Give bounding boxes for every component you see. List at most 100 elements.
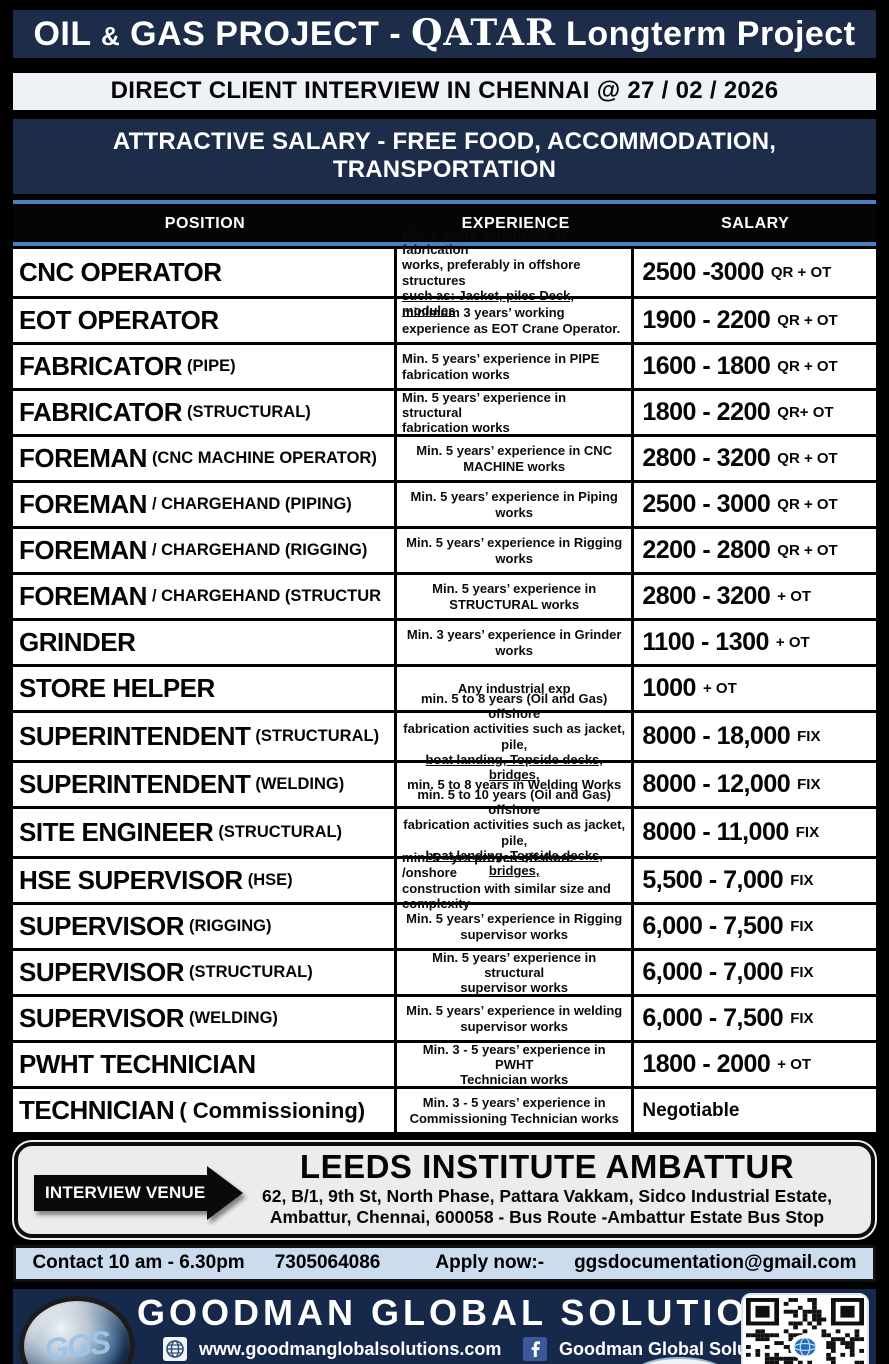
- salary-unit: FIX: [790, 872, 814, 890]
- footer-link[interactable]: www.goodmanglobalsolutions.com: [163, 1337, 523, 1362]
- experience-text: works, preferably in offshore structures: [402, 257, 581, 288]
- apply-email[interactable]: ggsdocumentation@gmail.com: [574, 1252, 857, 1274]
- experience-text: Min. 5 years’ experience in Rigging: [406, 535, 623, 551]
- position-name: FABRICATOR: [19, 397, 183, 428]
- footer-link[interactable]: Goodman Global Solutions: [523, 1337, 791, 1362]
- title-ampersand: &: [100, 21, 121, 51]
- experience-text: STRUCTURAL works: [449, 596, 580, 612]
- experience-cell: Min. 3 - 5 years’ experience in Commissio…: [397, 1089, 635, 1133]
- footer-link-label: www.goodmanglobalsolutions.com: [199, 1338, 502, 1359]
- salary-value: 6,000 - 7,500: [642, 1004, 784, 1033]
- experience-text: min. 5 to 8 years (Oil and Gas) offshore: [420, 690, 608, 722]
- salary-unit: + OT: [702, 680, 737, 698]
- position-name: SUPERINTENDENT: [19, 721, 251, 752]
- table-row: SUPERINTENDENT (WELDING) min. 5 to 8 years…: [13, 763, 876, 810]
- salary-value: 6,000 - 7,000: [642, 958, 784, 987]
- table-row: SUPERVISOR (RIGGING) Min. 5 years’ experie…: [13, 905, 876, 952]
- salary-cell: 6,000 - 7,500 FIX: [634, 905, 876, 948]
- experience-cell: Min. 5 years’ experience in Rigging super…: [397, 905, 635, 949]
- experience-text: Min. 3 - 5 years’ experience in PWHT: [422, 1041, 606, 1073]
- position-cell: SUPERVISOR (STRUCTURAL): [13, 951, 398, 995]
- experience-cell: Min. 6 years’ experience in fabrication w…: [397, 227, 635, 318]
- experience-cell: minimum 3 years’ working experience as EO…: [397, 299, 635, 343]
- interview-venue-arrow: INTERVIEW VENUE: [34, 1166, 244, 1221]
- salary-value: 1100 - 1300: [642, 628, 769, 657]
- experience-text: Commissioning Technician works: [409, 1110, 619, 1126]
- salary-cell: 5,500 - 7,000 FIX: [634, 859, 876, 902]
- position-cell: SUPERVISOR (WELDING): [13, 997, 398, 1041]
- company-logo: GGS: [19, 1296, 135, 1364]
- experience-cell: min. 5 to 8 years (Oil and Gas) offshore…: [397, 691, 635, 782]
- qr-code[interactable]: [741, 1293, 869, 1364]
- position-detail: / CHARGEHAND (STRUCTUR: [151, 587, 382, 606]
- position-name: FOREMAN: [19, 489, 147, 520]
- experience-cell: min. 5 to 10 years (Oil and Gas) offshor…: [397, 787, 635, 878]
- table-row: FOREMAN / CHARGEHAND (RIGGING) Min. 5 year…: [13, 529, 876, 576]
- venue-address-line2: Ambattur, Chennai, 600058 - Bus Route -A…: [269, 1206, 825, 1227]
- position-detail: (STRUCTURAL): [255, 727, 380, 746]
- salary-value: 8000 - 18,000: [642, 722, 791, 751]
- salary-unit: + OT: [777, 1056, 812, 1074]
- salary-value: 2500 -3000: [642, 258, 764, 287]
- salary-value: 8000 - 12,000: [642, 770, 791, 799]
- position-cell: FOREMAN / CHARGEHAND (PIPING): [13, 483, 398, 527]
- salary-cell: 1100 - 1300 + OT: [634, 621, 876, 664]
- position-detail: / CHARGEHAND (PIPING): [151, 495, 352, 514]
- table-row: CNC OPERATOR Min. 6 years’ experience in …: [13, 227, 876, 318]
- table-row: EOT OPERATOR minimum 3 years’ working exp…: [13, 299, 876, 346]
- salary-unit: QR + OT: [777, 358, 838, 376]
- contact-hours: Contact 10 am - 6.30pm: [32, 1252, 245, 1274]
- position-name: SUPERVISOR: [19, 957, 185, 988]
- facebook-icon: [523, 1337, 547, 1362]
- arrow-right-icon: [207, 1166, 244, 1221]
- column-header-position: POSITION: [164, 215, 246, 233]
- position-name: GRINDER: [19, 627, 136, 658]
- salary-cell: 2800 - 3200 QR + OT: [634, 437, 876, 480]
- salary-cell: 2800 - 3200 + OT: [634, 575, 876, 618]
- table-row: STORE HELPER Any industrial exp 1000 + OT: [13, 667, 876, 714]
- experience-cell: Min. 3 years’ experience in Grinder works: [397, 621, 635, 665]
- position-cell: SITE ENGINEER (STRUCTURAL): [13, 809, 398, 857]
- experience-text: Any industrial exp: [457, 681, 571, 697]
- salary-value: 2800 - 3200: [642, 444, 771, 473]
- position-name: HSE SUPERVISOR: [19, 865, 243, 896]
- salary-value: 2800 - 3200: [642, 582, 771, 611]
- divider: [13, 200, 876, 205]
- apply-label: Apply now:-: [435, 1252, 545, 1274]
- position-cell: SUPERINTENDENT (WELDING): [13, 763, 398, 807]
- experience-cell: Min. 5 years’ experience in welding super…: [397, 997, 635, 1041]
- position-cell: FOREMAN / CHARGEHAND (RIGGING): [13, 529, 398, 573]
- experience-text: supervisor works: [460, 980, 569, 996]
- experience-text: Min. 6 years’ experience in fabrication: [402, 226, 567, 258]
- position-detail: (STRUCTURAL): [189, 963, 313, 982]
- salary-value: 6,000 - 7,500: [642, 912, 784, 941]
- salary-value: 1600 - 1800: [642, 352, 771, 381]
- salary-unit: FIX: [795, 824, 820, 842]
- position-cell: FABRICATOR (PIPE): [13, 345, 398, 389]
- table-header: POSITION EXPERIENCE SALARY: [13, 206, 876, 243]
- table-row: FABRICATOR (PIPE) Min. 5 years’ experience…: [13, 345, 876, 392]
- experience-cell: Min. 5 years’ experience in structural su…: [397, 950, 635, 996]
- position-cell: FABRICATOR (STRUCTURAL): [13, 391, 398, 435]
- salary-cell: 2200 - 2800 QR + OT: [634, 529, 876, 572]
- table-row: SUPERINTENDENT (STRUCTURAL) min. 5 to 8 ye…: [13, 691, 876, 782]
- experience-text: minimum 3 years’ working: [402, 305, 565, 321]
- title-pre: OIL: [33, 15, 101, 53]
- experience-text: fabrication works: [402, 366, 510, 382]
- position-name: STORE HELPER: [19, 673, 215, 704]
- position-name: CNC OPERATOR: [19, 257, 222, 288]
- title-qatar: QATAR: [411, 12, 557, 54]
- salary-value: 1000: [642, 674, 696, 703]
- salary-value: 2200 - 2800: [642, 536, 771, 565]
- contact-phone[interactable]: 7305064086: [274, 1252, 381, 1274]
- experience-text: Min. 5 years’ experience in Rigging: [406, 911, 623, 927]
- salary-unit: QR + OT: [770, 264, 832, 282]
- logo-text: GGS: [42, 1323, 112, 1364]
- experience-text: Min. 3 years’ experience in Grinder: [406, 627, 622, 643]
- experience-text: such as: Jacket, piles Deck, modules: [402, 288, 575, 319]
- experience-text: supervisor works: [460, 926, 569, 942]
- position-detail: (STRUCTURAL): [187, 403, 311, 422]
- table-row: PWHT TECHNICIAN Min. 3 - 5 years’ experie…: [13, 1041, 876, 1090]
- salary-unit: FIX: [790, 918, 814, 936]
